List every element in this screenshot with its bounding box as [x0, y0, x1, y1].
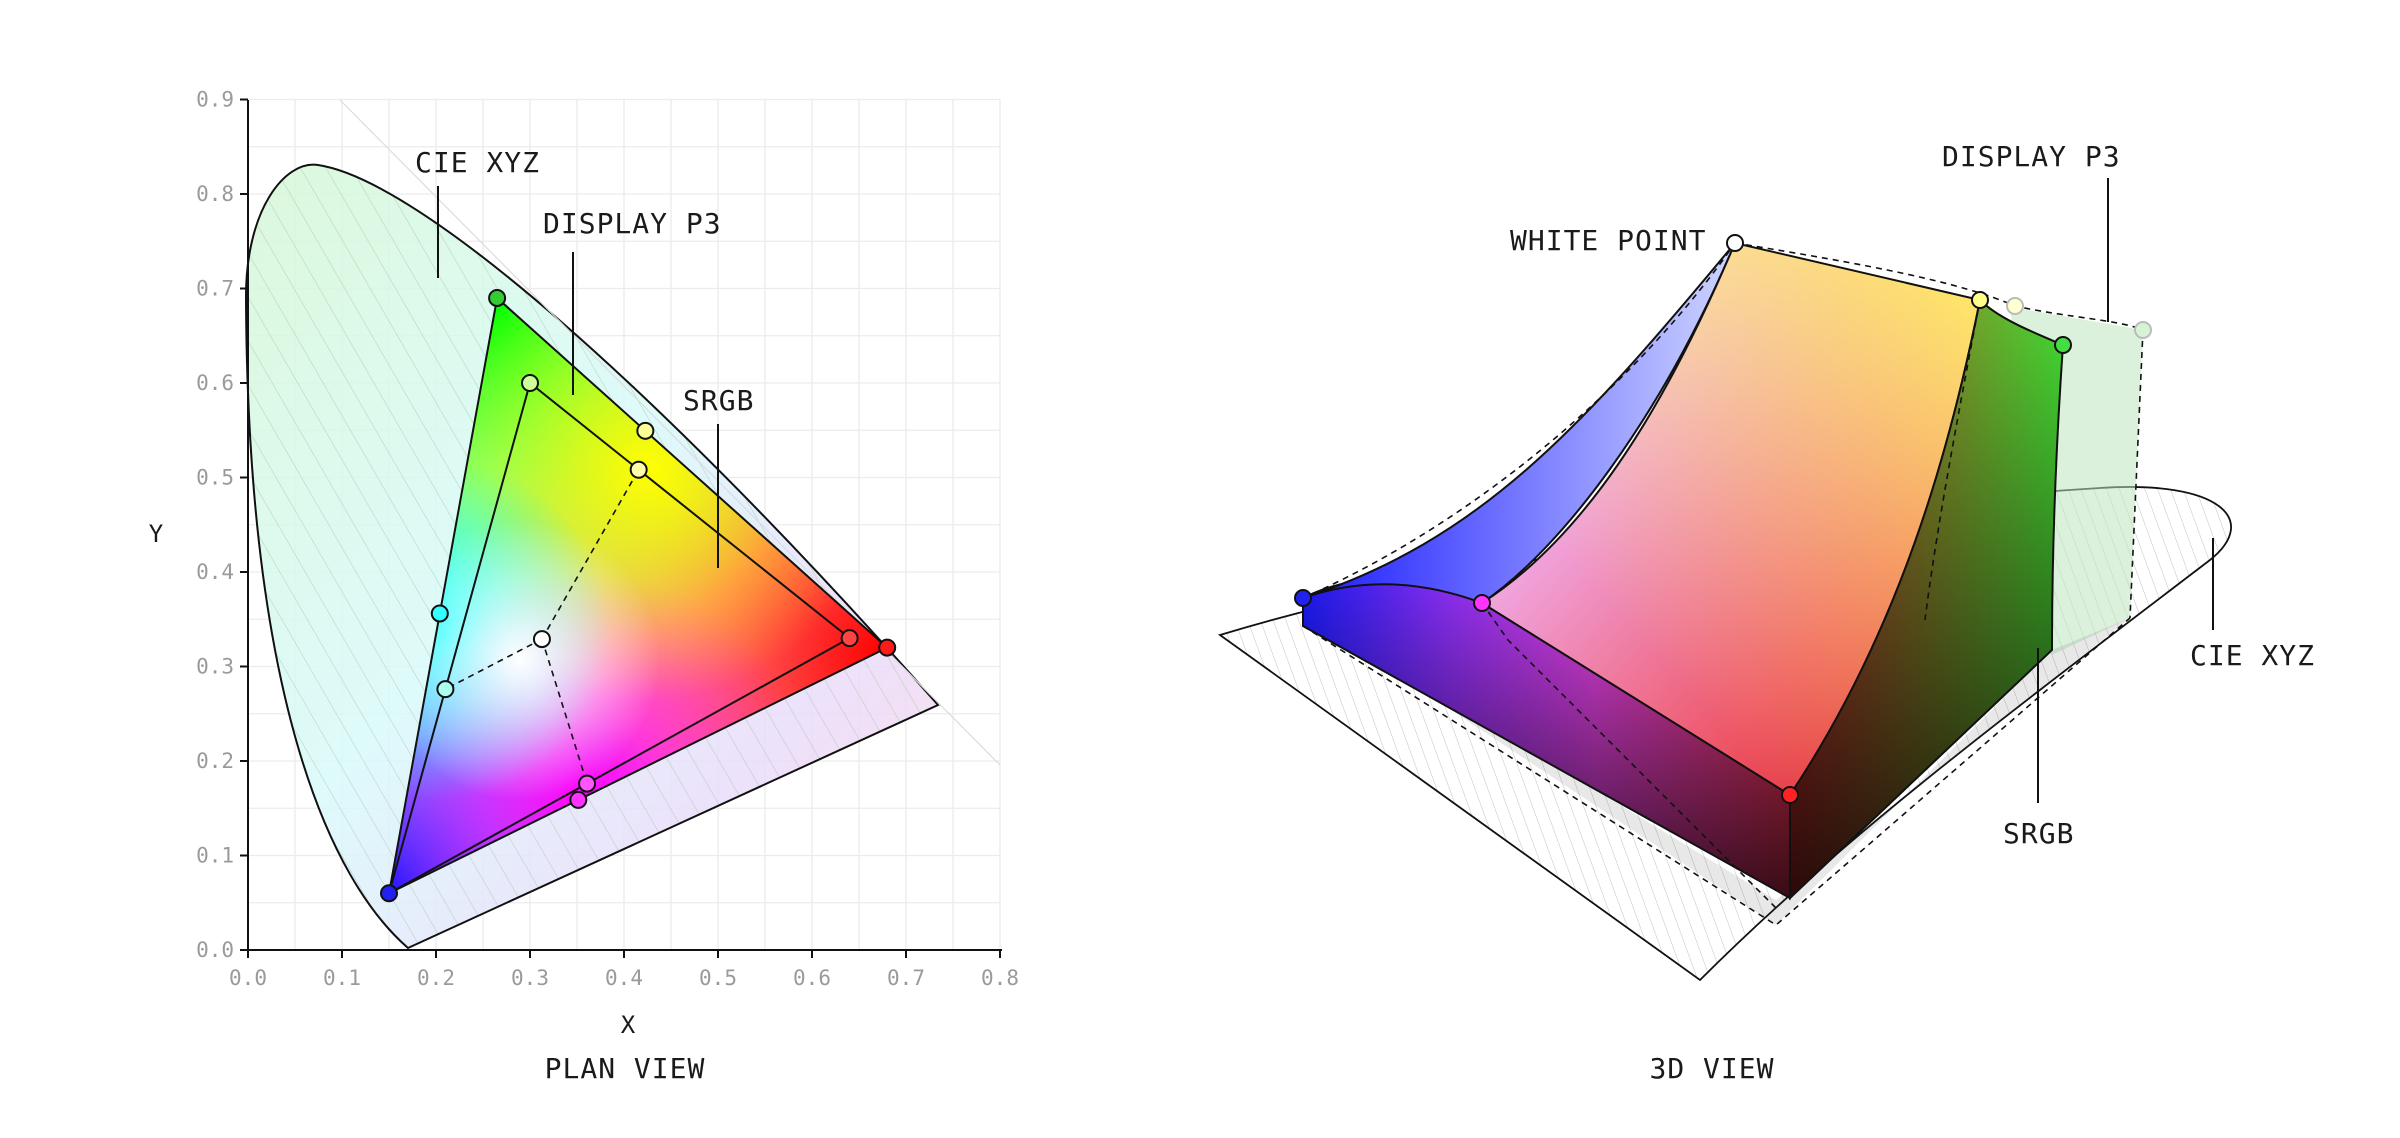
- srgb-magenta-point: [578, 774, 597, 793]
- plan-view-caption: PLAN VIEW: [545, 1052, 706, 1085]
- x-tick-label: 0.8: [981, 966, 1019, 990]
- three-d-point-red: [1781, 786, 1799, 804]
- three-d-blue-face: [1302, 242, 1736, 605]
- x-tick-label: 0.7: [887, 966, 925, 990]
- three-d-label-srgb: SRGB: [2003, 817, 2074, 850]
- y-tick-label: 0.0: [196, 938, 234, 962]
- y-tick-label: 0.2: [196, 749, 234, 773]
- plan-label-display-p3: DISPLAY P3: [543, 207, 722, 240]
- three-d-view: WHITE POINT DISPLAY P3 CIE XYZ SRGB 3D V…: [1217, 140, 2315, 1085]
- srgb-red-point: [840, 629, 859, 648]
- x-tick-label: 0.5: [699, 966, 737, 990]
- y-tick-label: 0.1: [196, 844, 234, 868]
- three-d-point-green: [2054, 336, 2072, 354]
- three-d-point-yellow: [1971, 291, 1989, 309]
- p3-cyan-point: [430, 604, 449, 623]
- x-tick-label: 0.2: [417, 966, 455, 990]
- x-tick-label: 0.0: [229, 966, 267, 990]
- p3-yellow-point: [636, 421, 655, 440]
- three-d-point-magenta: [1473, 594, 1491, 612]
- display-p3-gamut: [387, 296, 889, 896]
- p3-blue-point: [380, 884, 398, 903]
- plan-x-label: X: [621, 1011, 636, 1039]
- plan-x-ticks: 0.0 0.1 0.2 0.3 0.4 0.5 0.6 0.7 0.8: [229, 950, 1019, 990]
- plan-y-ticks: 0.0 0.1 0.2 0.3 0.4 0.5 0.6 0.7 0.8 0.9: [196, 88, 248, 962]
- three-d-point-white: [1726, 234, 1744, 252]
- y-tick-label: 0.9: [196, 88, 234, 112]
- y-tick-label: 0.7: [196, 277, 234, 301]
- three-d-mag-dash: [1302, 299, 2131, 926]
- p3-green-point: [488, 288, 507, 307]
- srgb-cyan-point: [436, 680, 455, 699]
- x-tick-label: 0.3: [511, 966, 549, 990]
- white-point-dashes: [445, 469, 640, 784]
- y-tick-label: 0.3: [196, 655, 234, 679]
- plan-y-label: Y: [149, 520, 164, 548]
- plan-label-cie-xyz: CIE XYZ: [415, 146, 540, 179]
- three-d-white-dash: [1302, 242, 1736, 599]
- white-point: [532, 630, 551, 649]
- three-d-view-caption: 3D VIEW: [1649, 1052, 1774, 1085]
- three-d-point-green-ghost: [2134, 321, 2152, 339]
- three-d-right-face-shade: [1789, 297, 2065, 901]
- p3-magenta-point: [569, 790, 588, 809]
- three-d-label-cie-xyz: CIE XYZ: [2190, 639, 2315, 672]
- plan-label-srgb: SRGB: [683, 384, 754, 417]
- plan-primaries: [380, 288, 897, 903]
- srgb-green-point: [521, 374, 539, 392]
- y-tick-label: 0.4: [196, 560, 234, 584]
- plan-view: 0.0 0.1 0.2 0.3 0.4 0.5 0.6 0.7 0.8 0.0 0.1 0.2 0.3…: [149, 88, 1019, 1086]
- three-d-point-yellow-ghost: [2006, 297, 2024, 315]
- x-tick-label: 0.6: [793, 966, 831, 990]
- x-tick-label: 0.1: [323, 966, 361, 990]
- three-d-p3-ghost-edge: [1734, 242, 2144, 619]
- srgb-gamut-outline: [387, 381, 852, 896]
- three-d-point-blue: [1294, 589, 1312, 607]
- y-tick-label: 0.8: [196, 182, 234, 206]
- y-tick-label: 0.6: [196, 371, 234, 395]
- srgb-yellow-point: [629, 460, 648, 479]
- three-d-label-display-p3: DISPLAY P3: [1942, 140, 2121, 173]
- x-tick-label: 0.4: [605, 966, 643, 990]
- three-d-label-white-point: WHITE POINT: [1510, 224, 1706, 257]
- y-tick-label: 0.5: [196, 466, 234, 490]
- p3-red-point: [878, 638, 897, 657]
